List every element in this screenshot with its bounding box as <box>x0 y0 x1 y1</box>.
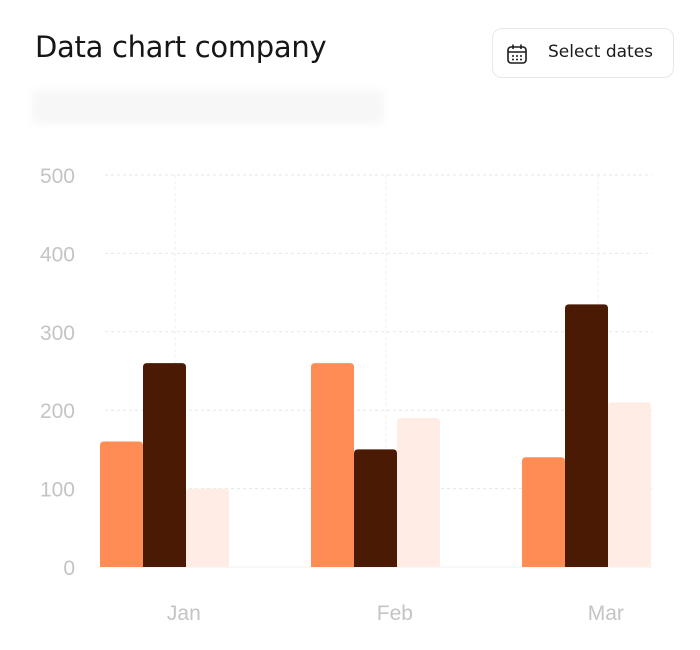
calendar-icon <box>507 44 527 64</box>
y-tick-label: 300 <box>40 322 75 345</box>
bar-jan-series-1 <box>100 441 143 567</box>
y-tick-label: 100 <box>40 479 75 502</box>
bar-mar-series-1 <box>522 457 565 567</box>
bar-jan-series-2 <box>143 363 186 567</box>
bar-feb-series-3 <box>397 418 440 567</box>
select-dates-button[interactable]: Select dates <box>492 28 674 78</box>
blurred-subtitle <box>32 90 384 124</box>
y-tick-label: 400 <box>40 243 75 266</box>
bar-mar-series-2 <box>565 304 608 567</box>
bar-jan-series-3 <box>186 488 229 567</box>
x-tick-label: Mar <box>588 602 624 625</box>
y-tick-label: 500 <box>40 165 75 188</box>
x-tick-label: Jan <box>167 602 201 625</box>
x-tick-label: Feb <box>377 602 413 625</box>
bar-feb-series-2 <box>354 449 397 567</box>
y-tick-label: 0 <box>63 557 75 580</box>
chart-title: Data chart company <box>35 30 327 64</box>
y-tick-label: 200 <box>40 400 75 423</box>
select-dates-label: Select dates <box>548 42 654 62</box>
bar-mar-series-3 <box>608 402 651 567</box>
bar-feb-series-1 <box>311 363 354 567</box>
